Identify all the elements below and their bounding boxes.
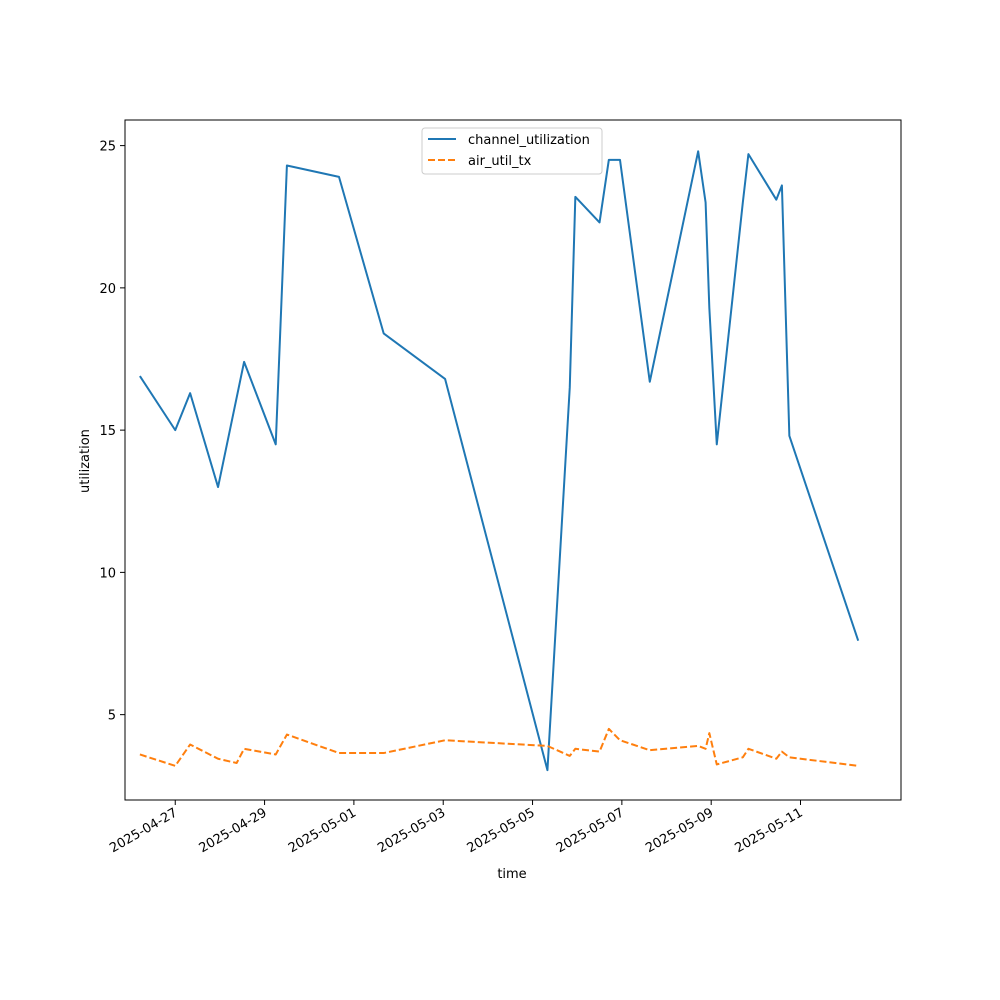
legend-box — [421, 127, 603, 175]
legend-label-air-util-tx: air_util_tx — [468, 154, 532, 169]
series-layer — [139, 150, 860, 772]
legend: channel_utilization air_util_tx — [421, 127, 603, 175]
y-axis: 5 10 15 20 25 — [99, 140, 125, 724]
y-tick-label: 5 — [108, 709, 116, 724]
y-axis-label: utilization — [78, 429, 93, 493]
series-line-channel-utilization — [139, 150, 860, 772]
x-axis-label: time — [497, 867, 526, 882]
y-tick-label: 15 — [99, 424, 116, 439]
plot-frame — [124, 119, 902, 801]
y-tick-label: 25 — [99, 140, 116, 155]
series-line-air-util-tx — [139, 727, 859, 767]
y-tick-label: 20 — [99, 282, 116, 297]
legend-label-channel-utilization: channel_utilization — [468, 133, 590, 148]
y-tick-label: 10 — [99, 566, 116, 581]
